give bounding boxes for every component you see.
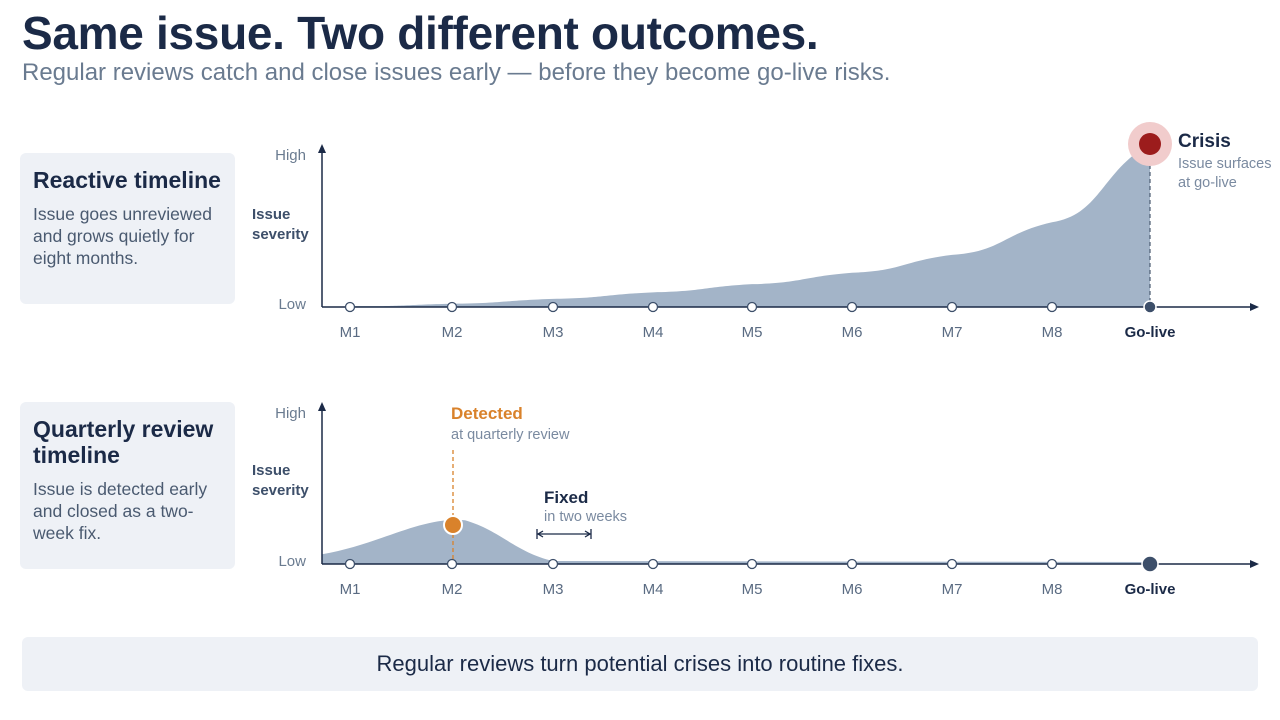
detected-title: Detected: [451, 404, 523, 423]
quarterly-x-arrow: [1250, 560, 1259, 568]
quarterly-point-m4: [647, 558, 659, 570]
crisis-title: Crisis: [1178, 131, 1231, 152]
quarterly-y-low: Low: [278, 553, 306, 570]
reactive-point-m1: [344, 301, 356, 313]
reactive-xtick-m6: M6: [842, 324, 863, 341]
fixed-duration-bracket: [536, 529, 592, 539]
quarterly-y-high: High: [275, 405, 306, 422]
quarterly-chart: M1 M2 M3 M4 M5 M6 M7 M8 Go-live High Low Issue s…: [252, 402, 1259, 598]
quarterly-point-m3: [547, 558, 559, 570]
reactive-point-m8: [1046, 301, 1058, 313]
detected-text: at quarterly review: [451, 427, 570, 443]
quarterly-xtick-m5: M5: [742, 581, 763, 598]
reactive-xtick-m8: M8: [1042, 324, 1063, 341]
reactive-point-m7: [946, 301, 958, 313]
reactive-point-m3: [547, 301, 559, 313]
footer-banner: Regular reviews turn potential crises in…: [22, 637, 1258, 691]
reactive-xtick-m5: M5: [742, 324, 763, 341]
page-title: Same issue. Two different outcomes.: [22, 7, 819, 59]
quarterly-y-label: Issue severity: [252, 462, 309, 499]
crisis-marker: [1139, 133, 1161, 155]
reactive-point-m4: [647, 301, 659, 313]
reactive-chart: M1 M2 M3 M4 M5 M6 M7 M8 Go-live High Low Issue s…: [252, 122, 1276, 341]
fixed-title: Fixed: [544, 488, 588, 507]
reactive-y-label: Issue severity: [252, 206, 309, 243]
reactive-card: Reactive timeline Issue goes unreviewed …: [20, 153, 235, 304]
quarterly-xtick-m6: M6: [842, 581, 863, 598]
reactive-xtick-m1: M1: [340, 324, 361, 341]
reactive-x-arrow: [1250, 303, 1259, 311]
reactive-xtick-m3: M3: [543, 324, 564, 341]
quarterly-xtick-m2: M2: [442, 581, 463, 598]
quarterly-point-m7: [946, 558, 958, 570]
reactive-card-title: Reactive timeline: [33, 167, 221, 193]
reactive-card-body: Issue goes unreviewed and grows quietly …: [33, 204, 212, 268]
reactive-xtick-go-live: Go-live: [1125, 324, 1176, 341]
quarterly-y-arrow: [318, 402, 326, 411]
quarterly-card-title: Quarterly review timeline: [33, 416, 214, 468]
reactive-y-low: Low: [278, 296, 306, 313]
quarterly-point-m1: [344, 558, 356, 570]
detected-marker: [443, 515, 463, 535]
quarterly-point-m8: [1046, 558, 1058, 570]
reactive-severity-area: [350, 144, 1150, 307]
page-subtitle: Regular reviews catch and close issues e…: [22, 59, 891, 86]
fixed-text: in two weeks: [544, 509, 627, 525]
reactive-y-high: High: [275, 147, 306, 164]
quarterly-card: Quarterly review timeline Issue is detec…: [20, 402, 235, 569]
quarterly-xtick-go-live: Go-live: [1125, 581, 1176, 598]
quarterly-point-go-live: [1141, 555, 1159, 573]
quarterly-xtick-m4: M4: [643, 581, 664, 598]
reactive-point-m6: [846, 301, 858, 313]
reactive-xtick-m7: M7: [942, 324, 963, 341]
quarterly-severity-area: [322, 519, 1150, 564]
reactive-point-m2: [446, 301, 458, 313]
quarterly-xtick-m1: M1: [340, 581, 361, 598]
reactive-point-go-live: [1143, 300, 1157, 314]
reactive-xtick-m2: M2: [442, 324, 463, 341]
reactive-y-arrow: [318, 144, 326, 153]
crisis-text: Issue surfaces at go-live: [1178, 156, 1276, 191]
reactive-xtick-m4: M4: [643, 324, 664, 341]
quarterly-xtick-m8: M8: [1042, 581, 1063, 598]
quarterly-point-m2: [446, 558, 458, 570]
quarterly-point-m6: [846, 558, 858, 570]
quarterly-point-m5: [746, 558, 758, 570]
quarterly-xtick-m3: M3: [543, 581, 564, 598]
reactive-point-m5: [746, 301, 758, 313]
quarterly-card-body: Issue is detected early and closed as a …: [33, 479, 208, 543]
quarterly-xtick-m7: M7: [942, 581, 963, 598]
